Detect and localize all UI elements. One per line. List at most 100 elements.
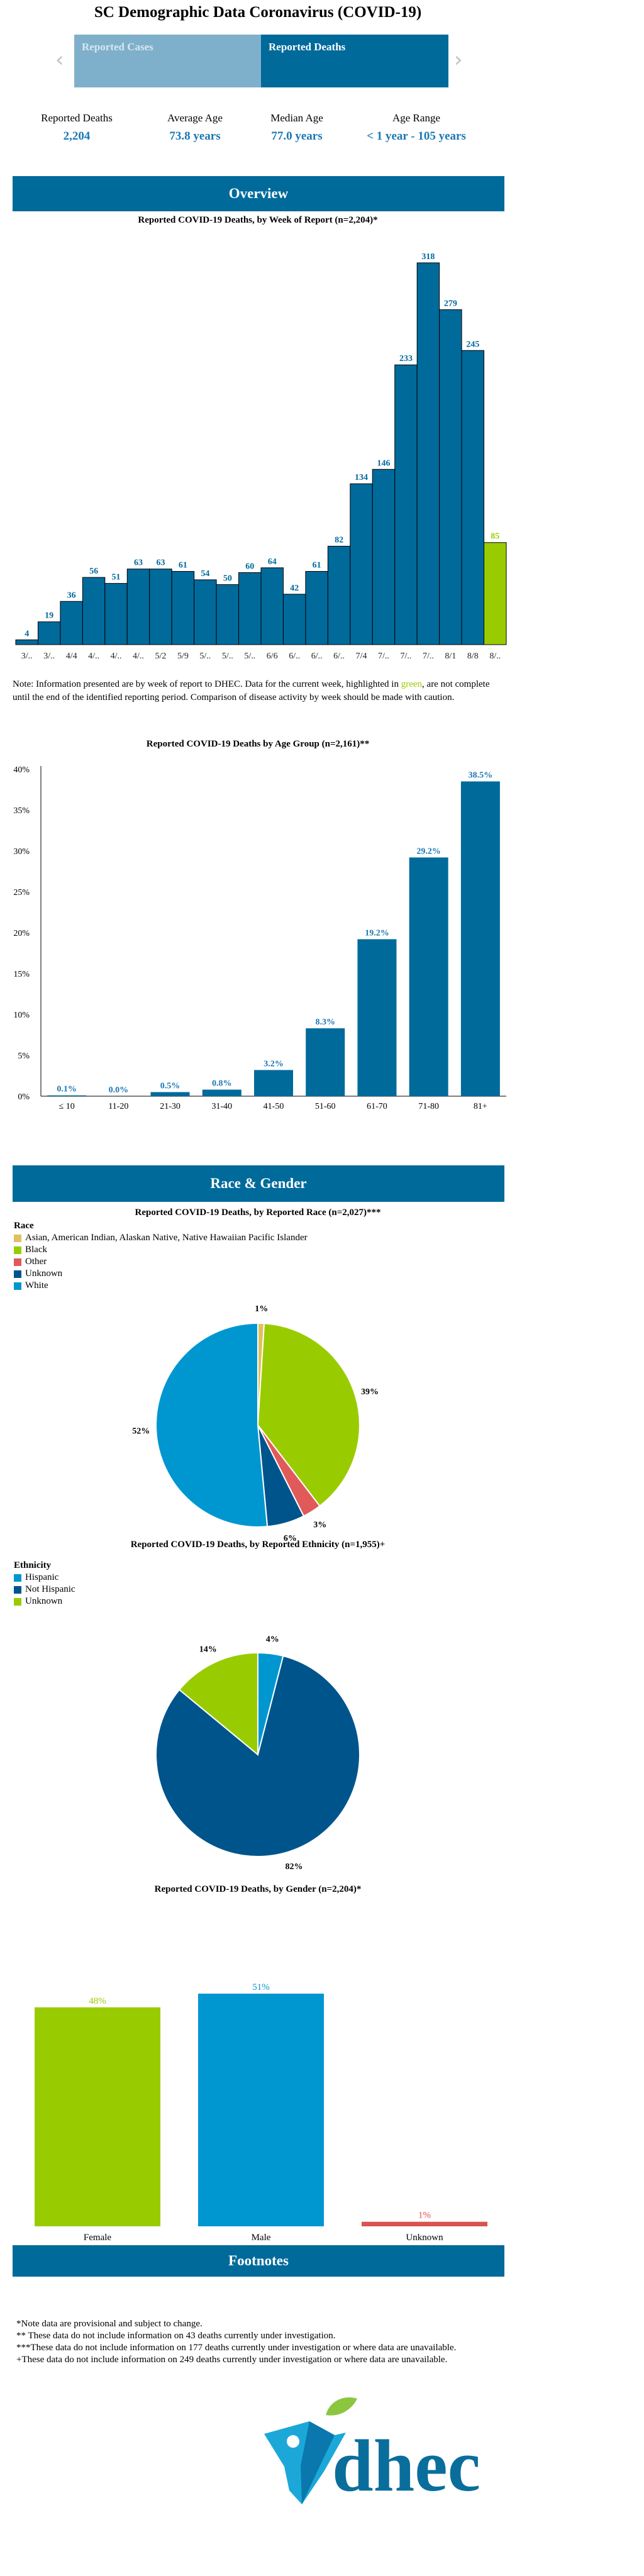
x-tick-label: 4/.. <box>133 652 144 661</box>
pie-slice-label: 6% <box>284 1534 297 1543</box>
bar <box>372 469 396 645</box>
bar-value-label: 85 <box>491 532 499 541</box>
age-group-chart-title: Reported COVID-19 Deaths by Age Group (n… <box>146 739 370 749</box>
x-tick-label: 3/.. <box>21 652 33 661</box>
previous-tab-arrow-icon[interactable]: ‹ <box>55 47 64 72</box>
next-tab-arrow-icon[interactable]: › <box>454 47 463 72</box>
race-legend-title: Race <box>14 1221 34 1231</box>
bar <box>254 1070 293 1096</box>
x-tick-label: Female <box>84 2233 111 2243</box>
race-chart-title: Reported COVID-19 Deaths, by Reported Ra… <box>135 1208 381 1218</box>
logo-palmetto-leaf-icon <box>326 2397 357 2416</box>
stat-label: Age Range <box>392 112 440 124</box>
legend-swatch <box>14 1234 21 1242</box>
bar <box>484 542 507 645</box>
ethnicity-legend-title: Ethnicity <box>14 1560 52 1570</box>
bar <box>282 594 306 645</box>
bar <box>60 601 83 645</box>
bar-value-label: 29.2% <box>416 847 441 856</box>
bar-value-label: 48% <box>89 1996 106 2006</box>
pie-slice <box>257 1323 360 1507</box>
bar-value-label: 51 <box>112 573 121 582</box>
x-tick-label: 3/.. <box>43 652 55 661</box>
footnotes-list: *Note data are provisional and subject t… <box>16 2318 507 2366</box>
legend-label: Black <box>25 1245 47 1255</box>
legend-label: White <box>25 1280 48 1291</box>
x-tick-label: Male <box>252 2233 271 2243</box>
x-tick-label: 4/.. <box>88 652 99 661</box>
race-legend-item: White <box>14 1280 308 1292</box>
bar <box>171 571 195 645</box>
note-highlight-word: green <box>401 679 423 689</box>
x-tick-label: 21-30 <box>160 1102 180 1111</box>
bar <box>216 584 240 645</box>
bar-value-label: 38.5% <box>469 771 493 780</box>
x-tick-label: 8/.. <box>489 652 501 661</box>
bar-value-label: 61 <box>179 561 187 570</box>
gender-bar-chart: 48% Female 51% Male 1% Unknown <box>35 1982 487 2243</box>
race-legend: Race Asian, American Indian, Alaskan Nat… <box>14 1220 308 1292</box>
bar-value-label: 0.8% <box>212 1079 232 1089</box>
bar <box>327 545 351 645</box>
x-tick-label: 7/.. <box>401 652 412 661</box>
x-tick-label: 4/4 <box>66 652 77 661</box>
bar-value-label: 50 <box>223 574 232 584</box>
legend-label: Other <box>25 1257 47 1267</box>
x-tick-label: 5/9 <box>177 652 189 661</box>
y-tick-label: 5% <box>18 1052 30 1061</box>
tab-reported-deaths[interactable]: Reported Deaths <box>261 35 448 87</box>
footnotes-section-header: Footnotes <box>13 2245 504 2277</box>
legend-swatch <box>14 1282 21 1290</box>
race-legend-item: Unknown <box>14 1268 308 1280</box>
bar <box>35 2007 160 2226</box>
race-legend-item: Black <box>14 1244 308 1256</box>
bar-value-label: 56 <box>89 567 98 576</box>
logo-state-shade-icon <box>301 2421 335 2504</box>
note-text-end: , are not complete until the end of the … <box>13 679 490 702</box>
pie-slice-label: 3% <box>313 1521 326 1530</box>
bar <box>150 1092 190 1096</box>
pie-slice-label: 82% <box>285 1862 303 1872</box>
ethnicity-legend: Ethnicity Hispanic Not Hispanic Unknown <box>14 1560 75 1607</box>
bar <box>238 572 262 645</box>
bar-value-label: 63 <box>134 558 143 568</box>
ethnicity-chart-title: Reported COVID-19 Deaths, by Reported Et… <box>130 1540 386 1550</box>
bar-value-label: 0.0% <box>109 1085 129 1095</box>
tab-reported-cases[interactable]: Reported Cases <box>74 35 261 87</box>
note-text: Note: Information presented are by week … <box>13 679 401 689</box>
bar <box>439 309 462 645</box>
x-tick-label: 11-20 <box>108 1102 128 1111</box>
weekly-deaths-chart-title: Reported COVID-19 Deaths, by Week of Rep… <box>138 215 378 225</box>
ethnicity-legend-item: Hispanic <box>14 1572 75 1584</box>
overview-section-header: Overview <box>13 176 504 211</box>
stat-median-age: Median Age 77.0 years <box>243 112 350 143</box>
bar-value-label: 61 <box>313 561 321 570</box>
race-legend-item: Other <box>14 1256 308 1268</box>
tab-bar: Reported Cases Reported Deaths <box>74 35 448 87</box>
x-tick-label: 7/.. <box>378 652 389 661</box>
bar-value-label: 51% <box>252 1982 270 1992</box>
legend-label: Asian, American Indian, Alaskan Native, … <box>25 1233 308 1243</box>
x-tick-label: 8/8 <box>467 652 479 661</box>
bar-value-label: 36 <box>67 591 76 600</box>
weekly-deaths-chart: 4 3/.. 19 3/.. 36 4/4 56 4/.. 51 4/.. 63 4/.. 63 5/2 6… <box>15 252 507 661</box>
bar-value-label: 0.5% <box>160 1082 180 1091</box>
bar <box>149 569 172 645</box>
y-tick-label: 10% <box>13 1011 30 1020</box>
stat-label: Median Age <box>270 112 323 124</box>
y-tick-label: 40% <box>13 765 30 775</box>
bar-value-label: 60 <box>245 562 254 571</box>
bar-value-label: 1% <box>418 2211 431 2221</box>
race-legend-item: Asian, American Indian, Alaskan Native, … <box>14 1232 308 1244</box>
y-tick-label: 20% <box>13 929 30 938</box>
bar <box>409 857 448 1096</box>
y-tick-label: 35% <box>13 806 30 816</box>
weekly-chart-note: Note: Information presented are by week … <box>13 678 503 704</box>
legend-swatch <box>14 1258 21 1266</box>
legend-swatch <box>14 1270 21 1278</box>
bar <box>394 364 418 645</box>
x-tick-label: 8/1 <box>445 652 456 661</box>
bar-value-label: 318 <box>421 252 435 262</box>
pie-slice-label: 1% <box>255 1304 268 1314</box>
x-tick-label: 6/.. <box>289 652 300 661</box>
